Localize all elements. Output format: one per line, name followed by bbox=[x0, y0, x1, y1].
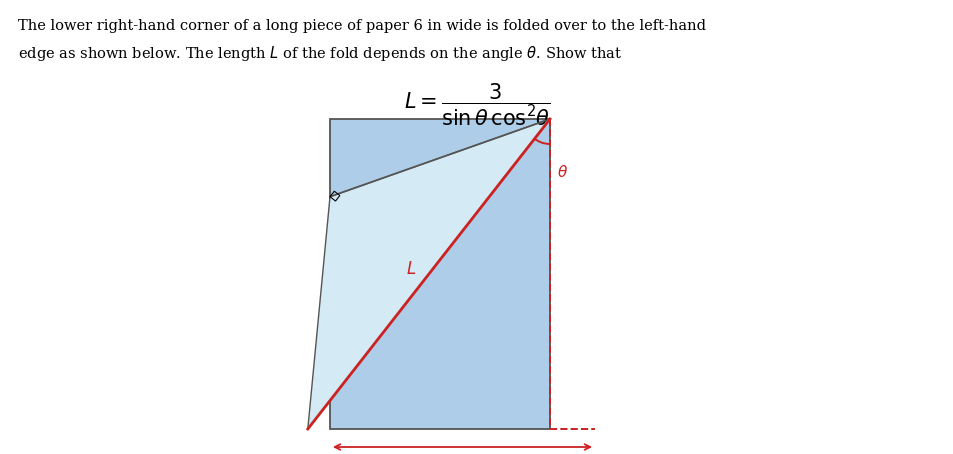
Polygon shape bbox=[330, 119, 550, 429]
Text: The lower right-hand corner of a long piece of paper 6 in wide is folded over to: The lower right-hand corner of a long pi… bbox=[18, 19, 705, 33]
Polygon shape bbox=[308, 119, 550, 429]
Text: edge as shown below. The length $L$ of the fold depends on the angle $\theta$. S: edge as shown below. The length $L$ of t… bbox=[18, 44, 621, 63]
Text: $L$: $L$ bbox=[405, 261, 416, 277]
Text: $\theta$: $\theta$ bbox=[557, 164, 567, 180]
Text: $L = \dfrac{3}{\sin\theta\,\cos^2\!\theta}$: $L = \dfrac{3}{\sin\theta\,\cos^2\!\thet… bbox=[403, 82, 550, 128]
